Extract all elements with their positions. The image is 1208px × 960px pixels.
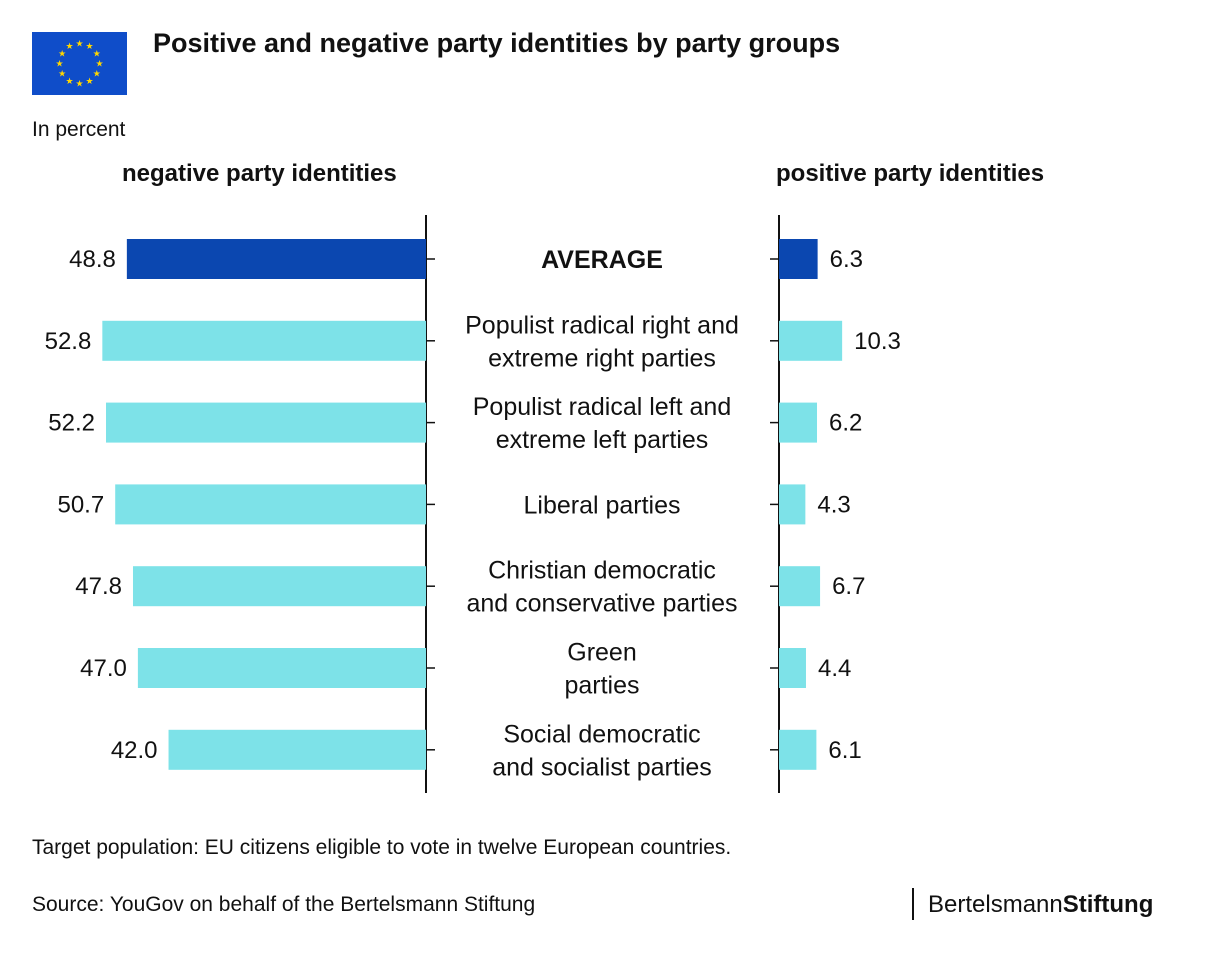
positive-panel-title: positive party identities xyxy=(776,160,1045,187)
positive-value-label: 6.1 xyxy=(828,737,861,764)
category-label-line: AVERAGE xyxy=(541,246,663,274)
category-label-line: and socialist parties xyxy=(492,753,712,781)
positive-value-label: 10.3 xyxy=(854,328,901,355)
negative-bar xyxy=(132,566,426,607)
negative-value-label: 42.0 xyxy=(111,737,158,764)
flag-star-icon: ★ xyxy=(85,76,93,86)
category-label-line: extreme right parties xyxy=(488,344,716,372)
flag-star-icon: ★ xyxy=(65,41,73,51)
category-label: Social democratic and socialist parties xyxy=(492,720,712,781)
logo-bold: Stiftung xyxy=(1062,891,1154,918)
negative-bar xyxy=(168,729,427,770)
negative-value-label: 47.0 xyxy=(80,655,127,682)
unit-label: In percent xyxy=(32,118,126,141)
flag-star-icon: ★ xyxy=(75,79,83,89)
negative-value-label: 52.2 xyxy=(48,410,95,437)
positive-bar xyxy=(779,566,821,607)
category-label: Populist radical right and extreme right … xyxy=(465,311,739,372)
negative-bar xyxy=(102,320,426,361)
flag-star-icon: ★ xyxy=(93,49,101,59)
category-label: Green parties xyxy=(564,639,639,700)
category-label-line: Populist radical left and xyxy=(473,393,731,421)
flag-star-icon: ★ xyxy=(93,69,101,79)
negative-bar xyxy=(126,239,426,279)
flag-star-icon: ★ xyxy=(58,49,66,59)
category-label: Liberal parties xyxy=(523,491,680,519)
positive-bar xyxy=(779,484,806,525)
positive-bar xyxy=(779,402,818,443)
category-label: AVERAGE xyxy=(541,246,663,274)
positive-bar xyxy=(779,648,806,688)
flag-star-icon: ★ xyxy=(58,69,66,79)
category-label: Populist radical left and extreme left pa… xyxy=(473,393,731,454)
positive-value-label: 4.4 xyxy=(818,655,851,682)
flag-star-icon: ★ xyxy=(75,39,83,49)
flag-star-icon: ★ xyxy=(85,41,93,51)
category-label-line: extreme left parties xyxy=(496,426,709,454)
source-note: Source: YouGov on behalf of the Bertelsm… xyxy=(32,893,536,916)
flag-star-icon: ★ xyxy=(65,76,73,86)
positive-bar xyxy=(779,729,817,770)
positive-bar xyxy=(779,239,818,279)
negative-bar xyxy=(115,484,427,525)
positive-value-label: 6.7 xyxy=(832,573,865,600)
negative-bar xyxy=(106,402,426,443)
positive-value-label: 4.3 xyxy=(817,491,850,518)
chart-title: Positive and negative party identities b… xyxy=(153,28,841,58)
category-label-line: parties xyxy=(564,672,639,700)
category-label-line: and conservative parties xyxy=(467,590,738,618)
positive-value-label: 6.2 xyxy=(829,410,862,437)
category-label-line: Liberal parties xyxy=(523,491,680,519)
footnote: Target population: EU citizens eligible … xyxy=(32,836,732,859)
category-label-line: Green xyxy=(567,639,636,667)
negative-value-label: 50.7 xyxy=(57,491,104,518)
positive-bar xyxy=(779,320,843,361)
category-label-line: Christian democratic xyxy=(488,557,716,585)
bertelsmann-logo: BertelsmannStiftung xyxy=(912,888,1153,920)
negative-value-label: 47.8 xyxy=(75,573,122,600)
positive-value-label: 6.3 xyxy=(830,246,863,273)
category-label-line: Social democratic xyxy=(503,720,700,748)
category-label: Christian democratic and conservative par… xyxy=(467,557,738,618)
negative-bar xyxy=(137,648,426,688)
negative-value-label: 48.8 xyxy=(69,246,116,273)
flag-star-icon: ★ xyxy=(95,59,103,69)
logo-regular: Bertelsmann xyxy=(928,891,1063,918)
eu-flag-logo: ★ ★★★★★★★★★★★ xyxy=(32,32,127,95)
category-label-line: Populist radical right and xyxy=(465,311,739,339)
negative-value-label: 52.8 xyxy=(45,328,92,355)
flag-star-icon: ★ xyxy=(55,59,63,69)
negative-panel-title: negative party identities xyxy=(122,160,397,187)
flag-background xyxy=(32,32,127,95)
